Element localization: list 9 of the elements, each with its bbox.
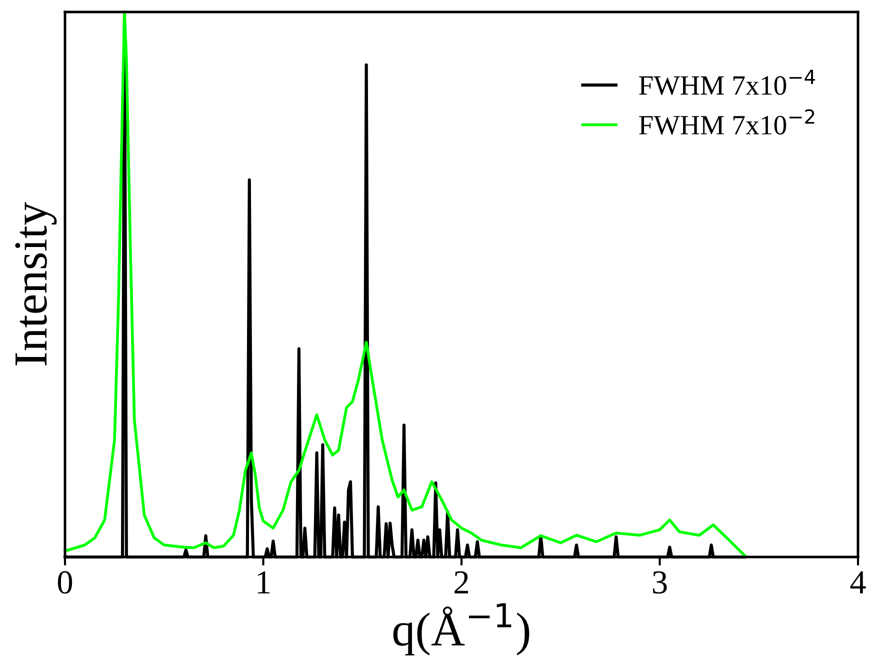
legend-label: FWHM 7x10$^{−4}$ (639, 70, 816, 96)
legend-label: FWHM 7x10$^{−2}$ (639, 109, 814, 135)
x-tick-label: 2 (454, 571, 468, 594)
x-tick-label: 1 (258, 571, 270, 594)
x-tick-label: 3 (653, 571, 667, 594)
y-axis-title: Intensity (15, 202, 57, 366)
x-tick-label: 0 (58, 571, 72, 594)
x-tick-label: 4 (850, 571, 866, 594)
x-axis-title: q(Å$^{−1}$) (393, 603, 530, 656)
